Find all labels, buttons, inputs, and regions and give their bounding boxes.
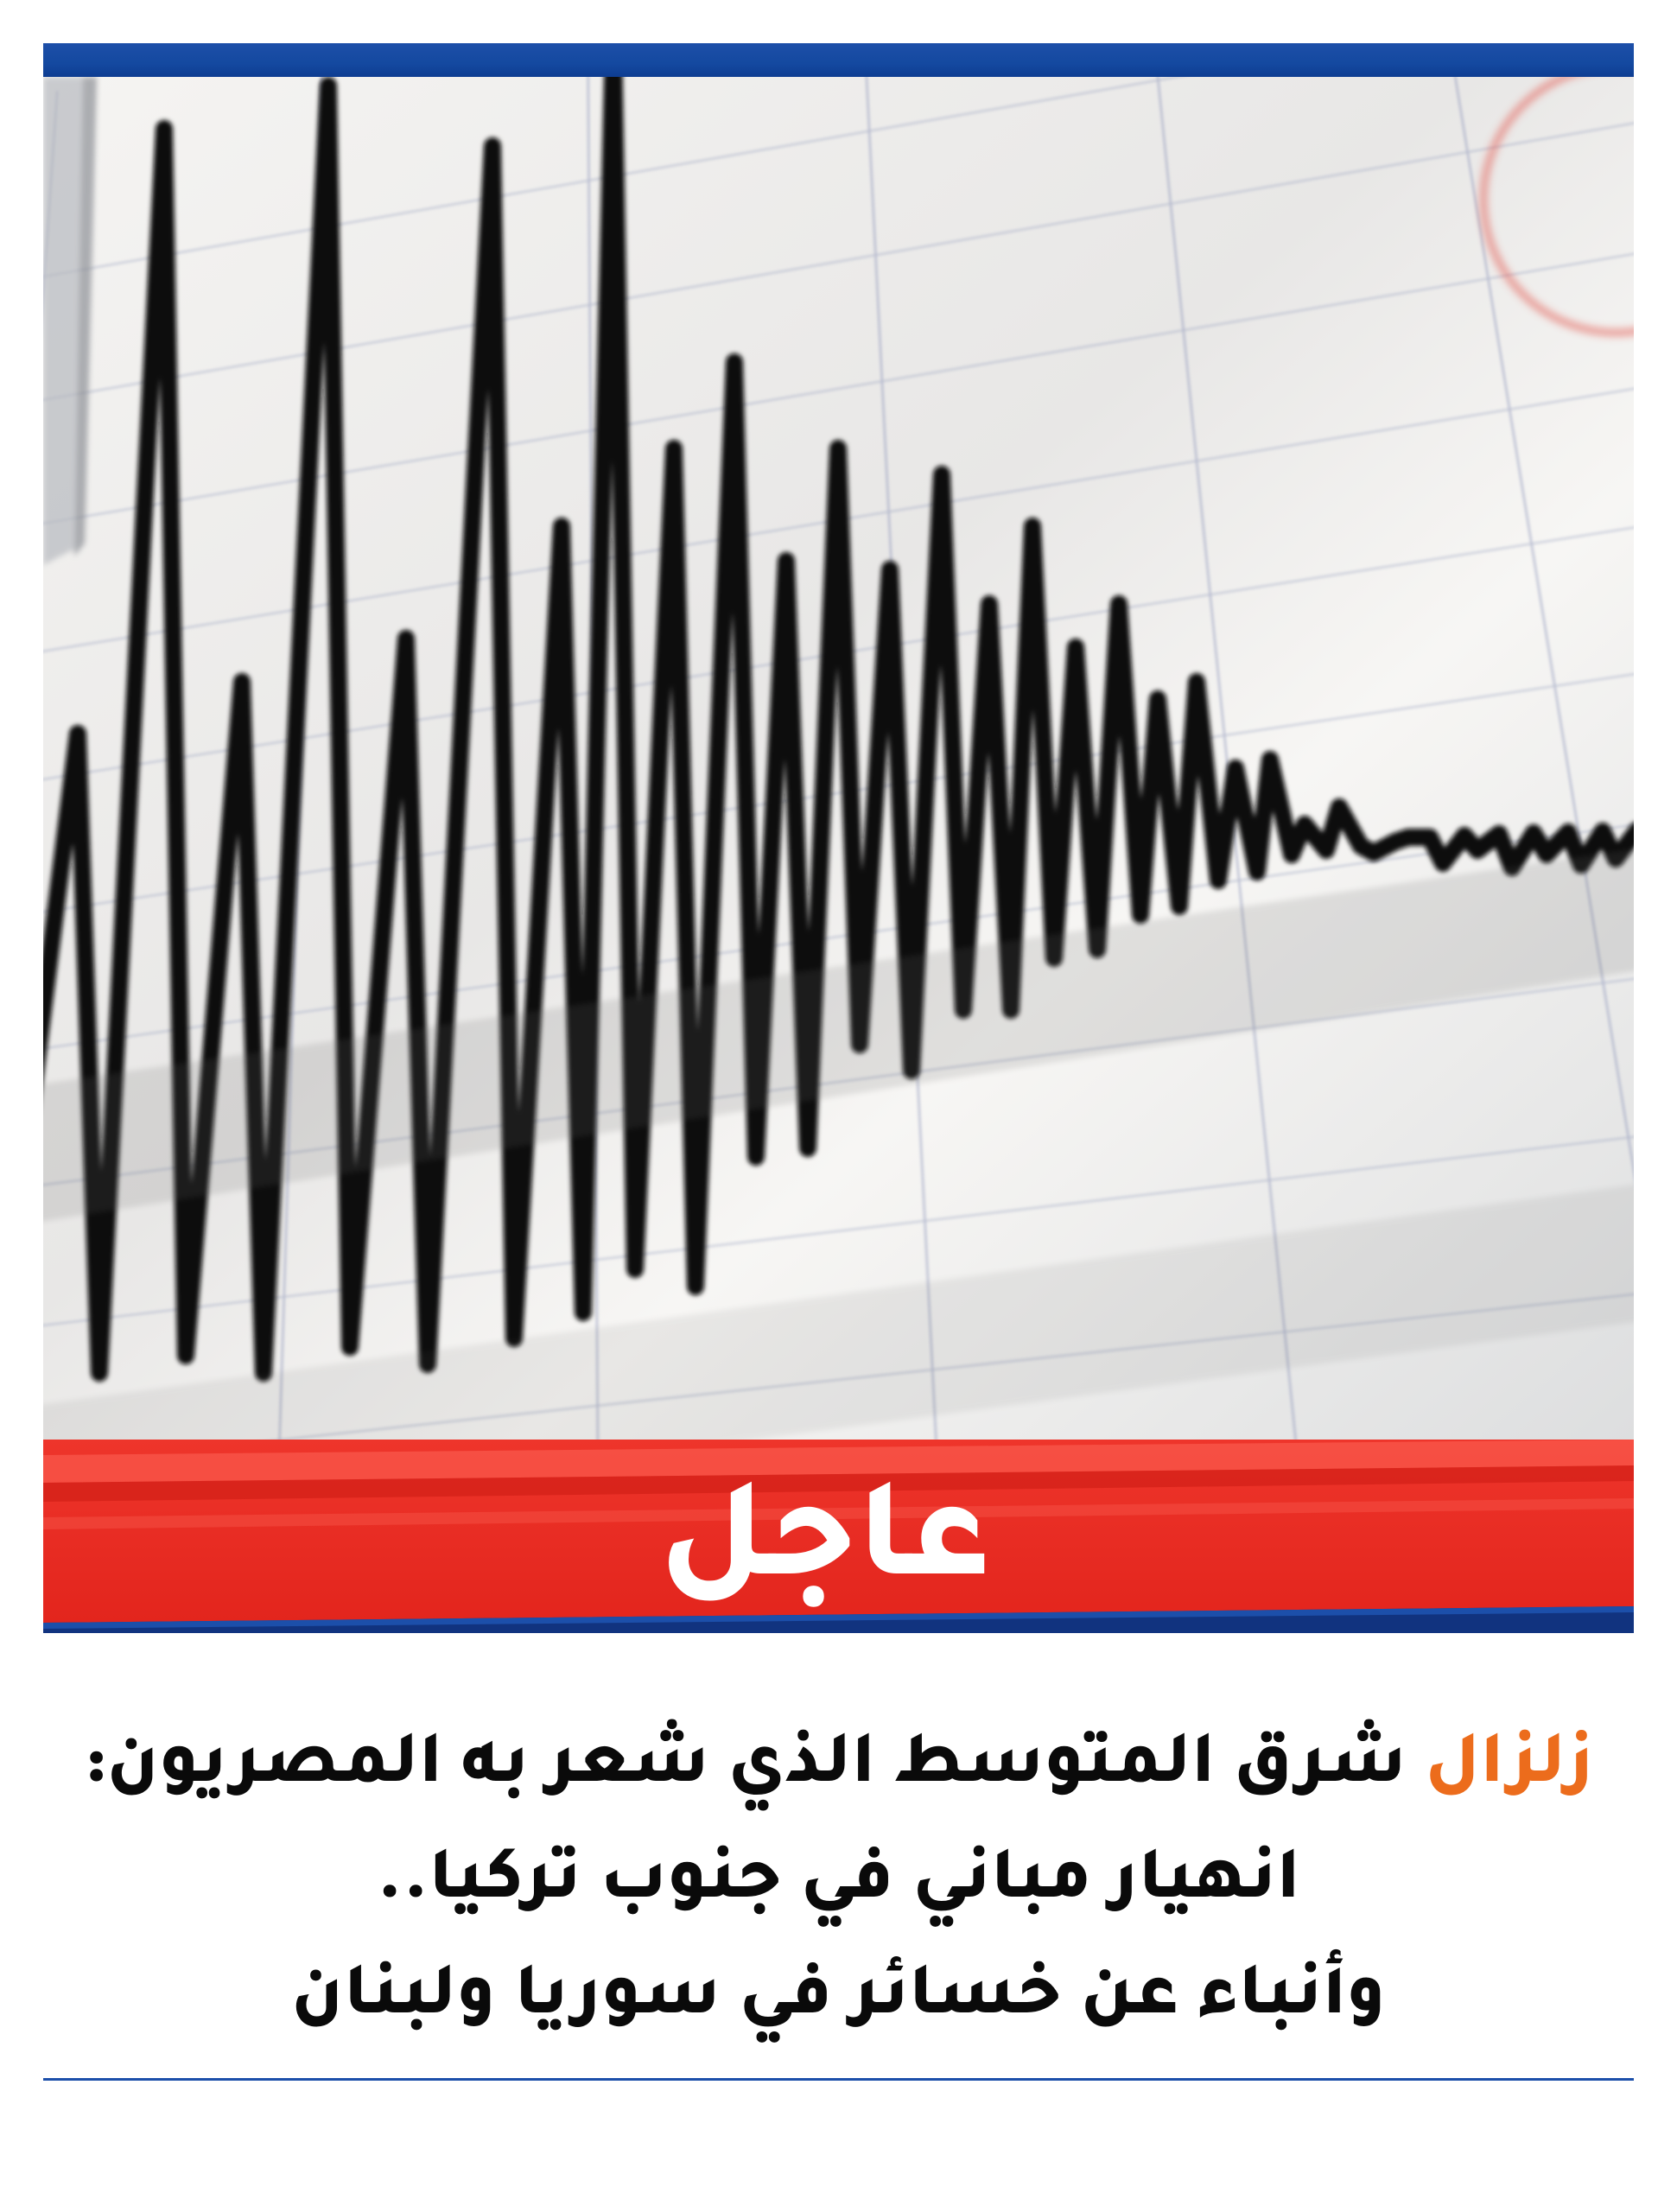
svg-text:عاجل: عاجل	[659, 1481, 992, 1624]
